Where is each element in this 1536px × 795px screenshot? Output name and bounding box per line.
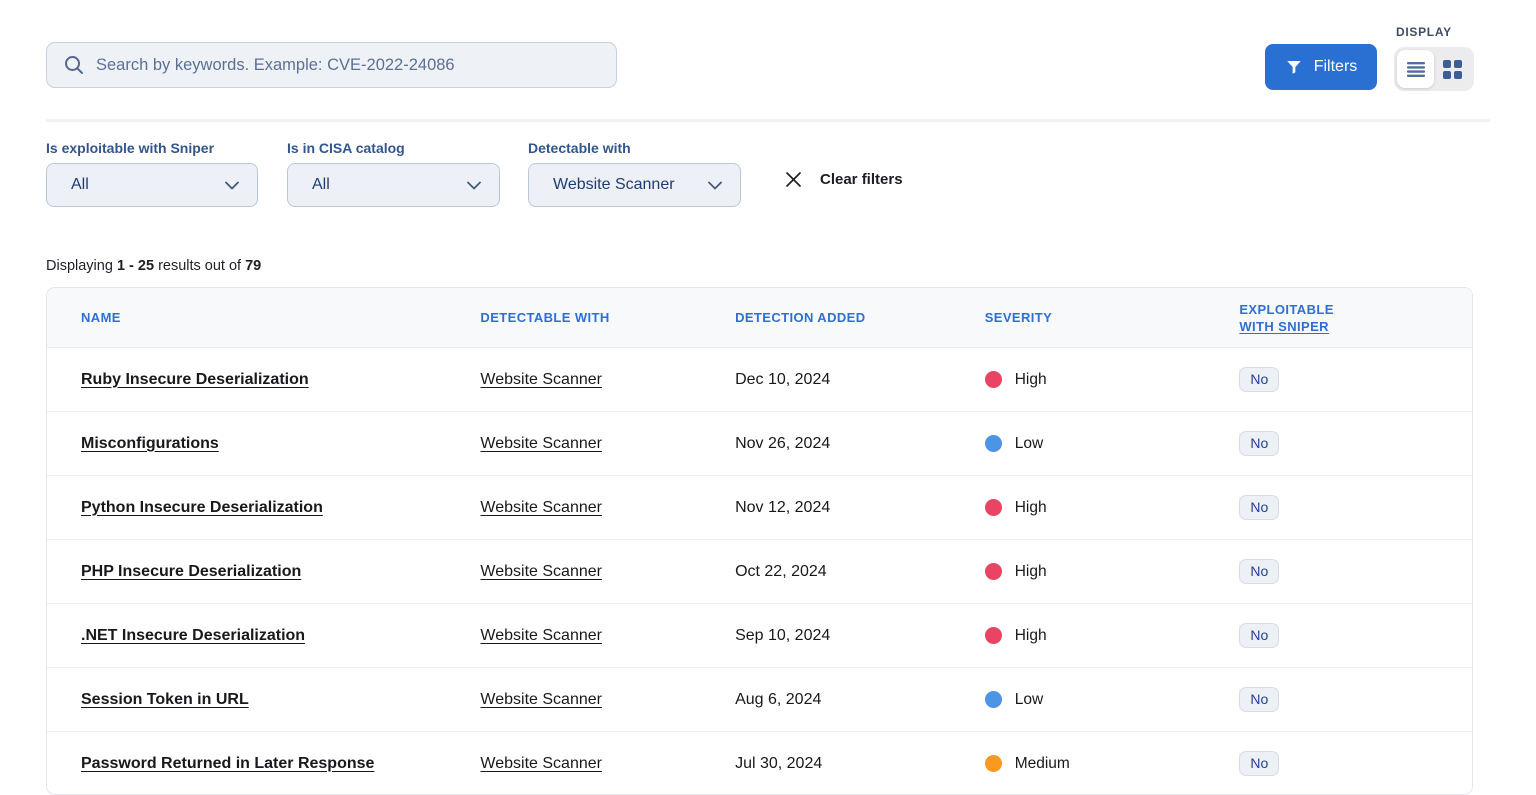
detection-added-date: Oct 22, 2024	[735, 562, 827, 580]
column-header-severity: SEVERITY	[984, 310, 1053, 325]
chevron-down-icon	[467, 181, 481, 189]
detection-added-date: Nov 12, 2024	[735, 498, 831, 516]
grid-view-button[interactable]	[1434, 50, 1471, 88]
detection-name-link[interactable]: Session Token in URL	[81, 690, 249, 708]
clear-filters-button[interactable]: Clear filters	[785, 171, 903, 188]
exploitable-badge: No	[1239, 559, 1280, 584]
exploitable-badge: No	[1239, 495, 1280, 520]
table-row: Session Token in URL Website Scanner Aug…	[47, 668, 1472, 732]
detection-added-date: Nov 26, 2024	[735, 434, 831, 452]
display-label: DISPLAY	[1396, 25, 1452, 39]
top-divider	[46, 119, 1490, 122]
detectable-with-link[interactable]: Website Scanner	[480, 434, 602, 452]
grid-icon	[1443, 59, 1462, 79]
severity-label: High	[1014, 370, 1047, 388]
severity-dot	[984, 755, 1002, 772]
table-row: PHP Insecure Deserialization Website Sca…	[47, 540, 1472, 604]
severity-label: Low	[1014, 434, 1044, 452]
detectable-with-link[interactable]: Website Scanner	[480, 370, 602, 388]
table-row: Misconfigurations Website Scanner Nov 26…	[47, 412, 1472, 476]
detection-added-date: Jul 30, 2024	[735, 754, 823, 772]
filter-label-cisa-catalog: Is in CISA catalog	[287, 140, 405, 156]
clear-filters-label: Clear filters	[820, 171, 903, 188]
detection-name-link[interactable]: Password Returned in Later Response	[81, 754, 375, 772]
list-icon	[1406, 62, 1425, 77]
detection-name-link[interactable]: Misconfigurations	[81, 434, 219, 452]
detection-name-link[interactable]: PHP Insecure Deserialization	[81, 562, 302, 580]
detectable-with-dropdown[interactable]: Website Scanner	[528, 163, 741, 207]
search-box[interactable]	[46, 42, 617, 88]
severity-dot	[984, 627, 1002, 644]
results-middle: results out of	[158, 258, 242, 274]
chevron-down-icon	[225, 181, 239, 189]
detections-table: NAME DETECTABLE WITH DETECTION ADDED SEV…	[46, 287, 1473, 795]
detection-added-date: Aug 6, 2024	[735, 690, 822, 708]
exploitable-badge: No	[1239, 751, 1280, 776]
detection-name-link[interactable]: Python Insecure Deserialization	[81, 498, 323, 516]
exploitable-badge: No	[1239, 623, 1280, 648]
severity-label: High	[1014, 626, 1047, 644]
severity-label: Low	[1014, 690, 1044, 708]
column-header-detectable-with: DETECTABLE WITH	[480, 310, 610, 325]
cisa-catalog-dropdown[interactable]: All	[287, 163, 500, 207]
exploitable-header-line2: WITH SNIPER	[1239, 318, 1329, 334]
table-row: Password Returned in Later Response Webs…	[47, 732, 1472, 794]
results-prefix: Displaying	[46, 258, 113, 274]
list-view-button[interactable]	[1397, 50, 1434, 88]
table-row: .NET Insecure Deserialization Website Sc…	[47, 604, 1472, 668]
table-header-row: NAME DETECTABLE WITH DETECTION ADDED SEV…	[47, 288, 1472, 348]
detection-added-date: Sep 10, 2024	[735, 626, 831, 644]
detection-name-link[interactable]: Ruby Insecure Deserialization	[81, 370, 309, 388]
severity-label: High	[1014, 562, 1047, 580]
table-row: Python Insecure Deserialization Website …	[47, 476, 1472, 540]
search-input[interactable]	[96, 55, 600, 75]
column-header-name: NAME	[81, 310, 121, 325]
severity-label: High	[1014, 498, 1047, 516]
exploitable-sniper-dropdown-value: All	[71, 176, 89, 193]
detectable-with-dropdown-value: Website Scanner	[553, 176, 675, 193]
exploitable-header-line1: EXPLOITABLE	[1239, 301, 1334, 317]
detectable-with-link[interactable]: Website Scanner	[480, 690, 602, 708]
funnel-icon	[1286, 61, 1301, 74]
results-total: 79	[245, 258, 262, 274]
detectable-with-link[interactable]: Website Scanner	[480, 754, 602, 772]
detection-name-link[interactable]: .NET Insecure Deserialization	[81, 626, 306, 644]
table-row: Ruby Insecure Deserialization Website Sc…	[47, 348, 1472, 412]
filters-button[interactable]: Filters	[1265, 44, 1377, 90]
severity-dot	[984, 371, 1002, 388]
column-header-exploitable-with-sniper[interactable]: EXPLOITABLE WITH SNIPER	[1239, 301, 1472, 335]
close-icon	[786, 172, 801, 187]
exploitable-badge: No	[1239, 367, 1280, 392]
severity-label: Medium	[1014, 754, 1070, 772]
detectable-with-link[interactable]: Website Scanner	[480, 562, 602, 580]
severity-dot	[984, 563, 1002, 580]
detection-added-date: Dec 10, 2024	[735, 370, 831, 388]
detectable-with-link[interactable]: Website Scanner	[480, 626, 602, 644]
view-toggle	[1394, 47, 1474, 91]
filter-label-exploitable-sniper: Is exploitable with Sniper	[46, 140, 215, 156]
exploitable-sniper-dropdown[interactable]: All	[46, 163, 258, 207]
filter-label-detectable-with: Detectable with	[528, 140, 631, 156]
column-header-detection-added: DETECTION ADDED	[735, 310, 866, 325]
cisa-catalog-dropdown-value: All	[312, 176, 330, 193]
exploitable-badge: No	[1239, 431, 1280, 456]
detectable-with-link[interactable]: Website Scanner	[480, 498, 602, 516]
severity-dot	[984, 435, 1002, 452]
search-icon	[65, 56, 83, 74]
severity-dot	[984, 691, 1002, 708]
results-range: 1 - 25	[116, 258, 155, 274]
severity-dot	[984, 499, 1002, 516]
exploitable-badge: No	[1239, 687, 1280, 712]
filters-button-label: Filters	[1313, 58, 1358, 75]
results-summary: Displaying 1 - 25 results out of 79	[46, 258, 261, 274]
table-body: Ruby Insecure Deserialization Website Sc…	[47, 348, 1472, 794]
chevron-down-icon	[708, 181, 722, 189]
